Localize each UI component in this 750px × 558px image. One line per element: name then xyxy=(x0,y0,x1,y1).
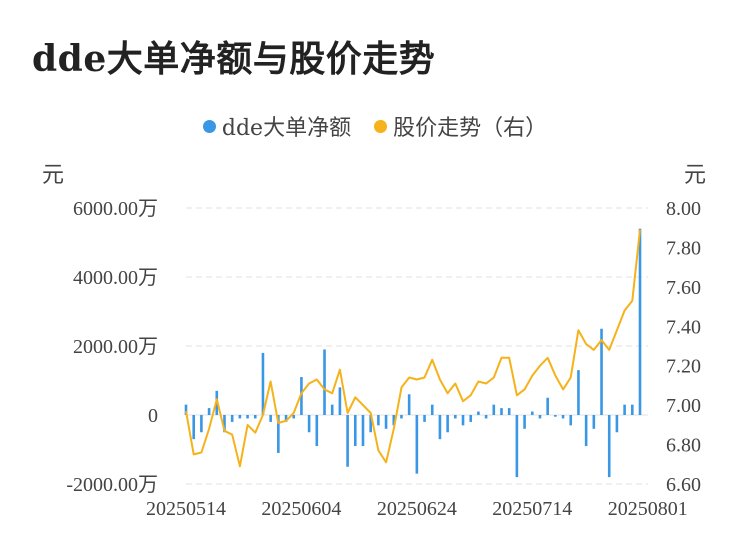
dde-bar xyxy=(615,415,619,433)
dde-bar xyxy=(507,408,511,415)
dde-bar xyxy=(223,415,226,433)
dde-bar xyxy=(330,404,334,415)
dde-bar xyxy=(292,415,296,419)
dde-bar xyxy=(554,415,557,417)
right-tick-label: 7.80 xyxy=(666,237,701,259)
legend-dot-line-icon xyxy=(374,119,388,133)
dde-bar xyxy=(592,415,596,429)
dde-bar xyxy=(569,415,573,426)
x-tick-label: 20250801 xyxy=(608,498,688,520)
left-tick-label: -2000.00万 xyxy=(66,474,158,496)
dde-bar xyxy=(638,228,642,415)
dde-bar xyxy=(269,415,272,422)
dde-bar xyxy=(307,415,311,433)
dde-bar xyxy=(369,415,372,433)
dde-bar xyxy=(261,352,265,415)
chart-title: dde大单净额与股价走势 xyxy=(32,38,436,80)
dde-bar xyxy=(623,404,626,415)
dde-bar xyxy=(353,415,357,447)
dde-bar xyxy=(577,370,580,415)
dde-bar xyxy=(400,415,403,419)
right-tick-label: 7.20 xyxy=(666,356,701,378)
left-tick-label: 2000.00万 xyxy=(73,336,158,358)
dde-bar xyxy=(523,415,526,429)
dde-bar xyxy=(492,404,496,415)
left-tick-label: 4000.00万 xyxy=(73,267,158,289)
dde-bar xyxy=(230,415,234,422)
dde-bar xyxy=(484,415,488,419)
legend-dot-bar-icon xyxy=(202,119,216,133)
right-tick-label: 6.80 xyxy=(666,435,701,457)
dde-bar xyxy=(253,415,257,419)
dde-bar xyxy=(454,415,457,419)
dde-bar xyxy=(361,415,365,447)
dde-bar xyxy=(430,404,434,415)
dde-bar xyxy=(530,411,534,415)
right-tick-label: 6.60 xyxy=(666,474,701,496)
dde-bar xyxy=(461,415,465,426)
dde-bar xyxy=(477,411,480,415)
dde-bar xyxy=(584,415,588,447)
dde-bar xyxy=(284,415,288,422)
x-tick-label: 20250604 xyxy=(261,498,341,520)
dde-bar xyxy=(315,415,319,447)
dde-bar xyxy=(300,377,303,415)
left-tick-label: 0 xyxy=(148,405,158,427)
dde-bar xyxy=(323,349,326,415)
legend-item-dde[interactable]: dde大单净额 xyxy=(202,110,352,142)
dde-bar xyxy=(469,415,473,422)
dde-bar xyxy=(446,415,449,433)
dde-bar xyxy=(277,415,280,453)
dde-bar xyxy=(346,415,349,467)
line-layer xyxy=(185,229,641,468)
left-tick-label: 6000.00万 xyxy=(73,198,158,220)
dde-bar xyxy=(200,415,203,433)
dde-bar xyxy=(423,415,426,422)
bar-layer xyxy=(184,228,642,478)
price-line xyxy=(185,229,641,468)
right-axis-unit: 元 xyxy=(684,163,707,188)
legend: dde大单净额 股价走势（右） xyxy=(0,110,750,142)
right-tick-label: 7.40 xyxy=(666,316,701,338)
dde-bar xyxy=(600,328,603,415)
dde-bar xyxy=(338,387,342,415)
legend-label-dde: dde大单净额 xyxy=(221,116,352,141)
legend-label-price: 股价走势（右） xyxy=(393,116,548,141)
dde-bar xyxy=(546,397,549,415)
dde-bar xyxy=(538,415,542,419)
dde-bar xyxy=(438,415,442,440)
dde-bar xyxy=(631,404,634,415)
dde-bar xyxy=(500,408,503,415)
x-tick-label: 20250624 xyxy=(377,498,457,520)
left-axis-unit: 元 xyxy=(42,163,65,188)
dde-bar xyxy=(192,415,195,440)
x-tick-label: 20250514 xyxy=(146,498,226,520)
dde-bar xyxy=(415,415,419,474)
legend-item-price[interactable]: 股价走势（右） xyxy=(374,110,547,142)
dde-bar xyxy=(246,415,249,419)
dde-bar xyxy=(607,415,611,478)
right-tick-label: 7.60 xyxy=(666,277,701,299)
right-tick-label: 7.00 xyxy=(666,395,701,417)
right-tick-label: 8.00 xyxy=(666,198,701,220)
dde-bar xyxy=(207,408,211,415)
x-tick-label: 20250714 xyxy=(492,498,572,520)
dde-bar xyxy=(407,394,411,415)
dde-bar xyxy=(392,415,396,426)
dde-bar xyxy=(377,415,380,426)
dde-bar xyxy=(238,415,242,419)
label-layer: -2000.00万 0 2000.00万 4000.00万 6000.00万 6.60 6.… xyxy=(66,198,701,520)
dde-bar xyxy=(184,404,188,415)
dde-bar xyxy=(384,415,388,429)
dde-bar xyxy=(515,415,519,478)
dde-bar xyxy=(561,415,565,419)
